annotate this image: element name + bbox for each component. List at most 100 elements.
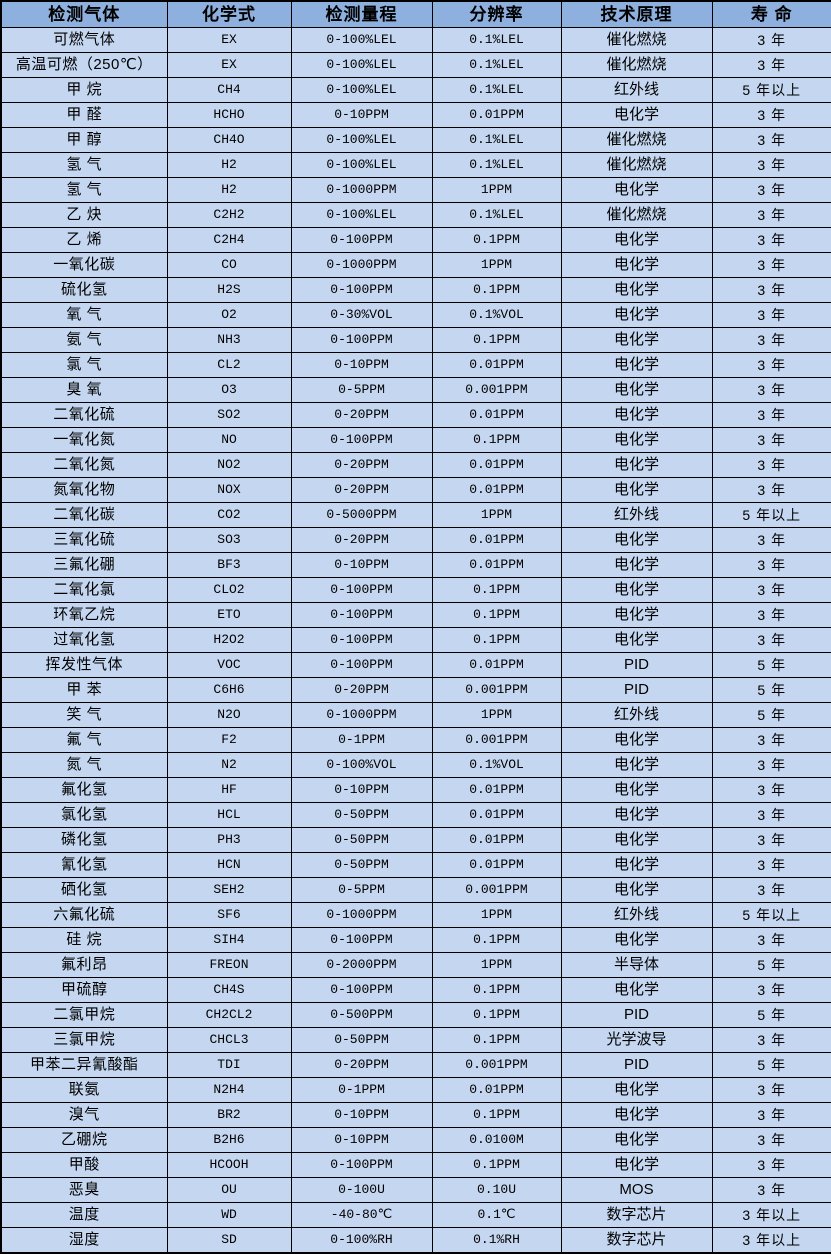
cell-range: 0-10PPM — [290, 777, 433, 803]
cell-life: 3 年 — [711, 1077, 831, 1103]
cell-res: 0.01PPM — [431, 527, 562, 553]
table-row: 二氧化硫 SO2 0-20PPM 0.01PPM 电化学 3 年 — [0, 402, 831, 428]
cell-tech: 电化学 — [560, 1102, 713, 1128]
cell-gas: 六氟化硫 — [0, 902, 168, 928]
cell-res: 0.01PPM — [431, 802, 562, 828]
cell-res: 1PPM — [431, 702, 562, 728]
table-row: 联氨 N2H4 0-1PPM 0.01PPM 电化学 3 年 — [0, 1077, 831, 1103]
cell-life: 3 年 — [711, 927, 831, 953]
cell-res: 0.1%LEL — [431, 202, 562, 228]
table-row: 氯化氢 HCL 0-50PPM 0.01PPM 电化学 3 年 — [0, 802, 831, 828]
cell-res: 0.1PPM — [431, 277, 562, 303]
table-row: 臭 氧 O3 0-5PPM 0.001PPM 电化学 3 年 — [0, 377, 831, 403]
cell-range: 0-10PPM — [290, 102, 433, 128]
cell-range: 0-100PPM — [290, 652, 433, 678]
cell-tech: 电化学 — [560, 1152, 713, 1178]
column-header-gas: 检测气体 — [0, 0, 168, 28]
table-row: 三氟化硼 BF3 0-10PPM 0.01PPM 电化学 3 年 — [0, 552, 831, 578]
cell-formula: TDI — [166, 1052, 292, 1078]
cell-tech: 电化学 — [560, 252, 713, 278]
cell-range: 0-100%LEL — [290, 152, 433, 178]
table-row: 溴气 BR2 0-10PPM 0.1PPM 电化学 3 年 — [0, 1102, 831, 1128]
cell-gas: 二氧化氮 — [0, 452, 168, 478]
cell-formula: OU — [166, 1177, 292, 1203]
cell-res: 0.01PPM — [431, 1077, 562, 1103]
cell-res: 0.1℃ — [431, 1202, 562, 1228]
cell-range: 0-10PPM — [290, 1102, 433, 1128]
cell-formula: CO — [166, 252, 292, 278]
cell-formula: PH3 — [166, 827, 292, 853]
cell-gas: 氟利昂 — [0, 952, 168, 978]
table-row: 氮氧化物 NOX 0-20PPM 0.01PPM 电化学 3 年 — [0, 477, 831, 503]
cell-tech: 红外线 — [560, 77, 713, 103]
cell-formula: ETO — [166, 602, 292, 628]
table-row: 挥发性气体 VOC 0-100PPM 0.01PPM PID 5 年 — [0, 652, 831, 678]
cell-formula: CH4O — [166, 127, 292, 153]
cell-tech: 催化燃烧 — [560, 127, 713, 153]
table-row: 可燃气体 EX 0-100%LEL 0.1%LEL 催化燃烧 3 年 — [0, 27, 831, 53]
cell-range: 0-100%RH — [290, 1227, 433, 1254]
cell-range: 0-10PPM — [290, 552, 433, 578]
table-row: 过氧化氢 H2O2 0-100PPM 0.1PPM 电化学 3 年 — [0, 627, 831, 653]
cell-tech: 电化学 — [560, 427, 713, 453]
table-row: 氢 气 H2 0-100%LEL 0.1%LEL 催化燃烧 3 年 — [0, 152, 831, 178]
cell-res: 0.01PPM — [431, 852, 562, 878]
cell-tech: 电化学 — [560, 827, 713, 853]
cell-life: 3 年 — [711, 177, 831, 203]
cell-tech: PID — [560, 677, 713, 703]
cell-life: 3 年 — [711, 827, 831, 853]
cell-formula: C6H6 — [166, 677, 292, 703]
cell-res: 0.1PPM — [431, 1152, 562, 1178]
cell-tech: PID — [560, 1052, 713, 1078]
cell-life: 3 年 — [711, 327, 831, 353]
cell-gas: 可燃气体 — [0, 27, 168, 53]
table-row: 氧 气 O2 0-30%VOL 0.1%VOL 电化学 3 年 — [0, 302, 831, 328]
cell-res: 0.1PPM — [431, 227, 562, 253]
cell-tech: 电化学 — [560, 777, 713, 803]
cell-res: 0.1%LEL — [431, 27, 562, 53]
cell-life: 3 年 — [711, 802, 831, 828]
cell-gas: 三氟化硼 — [0, 552, 168, 578]
cell-gas: 氟 气 — [0, 727, 168, 753]
cell-life: 5 年以上 — [711, 77, 831, 103]
cell-range: 0-5000PPM — [290, 502, 433, 528]
cell-tech: 催化燃烧 — [560, 52, 713, 78]
cell-life: 5 年 — [711, 1002, 831, 1028]
cell-range: 0-30%VOL — [290, 302, 433, 328]
column-header-technology: 技术原理 — [560, 0, 713, 28]
cell-formula: H2 — [166, 177, 292, 203]
cell-range: 0-100PPM — [290, 927, 433, 953]
cell-tech: 电化学 — [560, 727, 713, 753]
cell-gas: 甲硫醇 — [0, 977, 168, 1003]
cell-tech: 电化学 — [560, 277, 713, 303]
table-row: 二氧化碳 CO2 0-5000PPM 1PPM 红外线 5 年以上 — [0, 502, 831, 528]
cell-res: 0.001PPM — [431, 877, 562, 903]
cell-res: 0.001PPM — [431, 377, 562, 403]
cell-life: 3 年 — [711, 852, 831, 878]
table-row: 甲 烷 CH4 0-100%LEL 0.1%LEL 红外线 5 年以上 — [0, 77, 831, 103]
cell-life: 3 年 — [711, 1027, 831, 1053]
cell-range: 0-50PPM — [290, 802, 433, 828]
cell-res: 0.001PPM — [431, 677, 562, 703]
cell-life: 5 年 — [711, 652, 831, 678]
cell-life: 3 年 — [711, 52, 831, 78]
cell-range: 0-20PPM — [290, 1052, 433, 1078]
cell-range: 0-100PPM — [290, 977, 433, 1003]
cell-range: 0-20PPM — [290, 402, 433, 428]
cell-formula: FREON — [166, 952, 292, 978]
cell-gas: 硫化氢 — [0, 277, 168, 303]
cell-gas: 高温可燃（250℃） — [0, 52, 168, 78]
cell-range: 0-20PPM — [290, 527, 433, 553]
cell-gas: 二氯甲烷 — [0, 1002, 168, 1028]
table-row: 氨 气 NH3 0-100PPM 0.1PPM 电化学 3 年 — [0, 327, 831, 353]
cell-formula: CH4S — [166, 977, 292, 1003]
column-header-formula: 化学式 — [166, 0, 292, 28]
cell-range: 0-100%LEL — [290, 127, 433, 153]
cell-tech: 催化燃烧 — [560, 27, 713, 53]
cell-range: 0-100PPM — [290, 627, 433, 653]
cell-res: 0.01PPM — [431, 777, 562, 803]
table-row: 氟利昂 FREON 0-2000PPM 1PPM 半导体 5 年 — [0, 952, 831, 978]
cell-res: 0.1PPM — [431, 1102, 562, 1128]
cell-tech: 电化学 — [560, 602, 713, 628]
cell-gas: 乙 炔 — [0, 202, 168, 228]
